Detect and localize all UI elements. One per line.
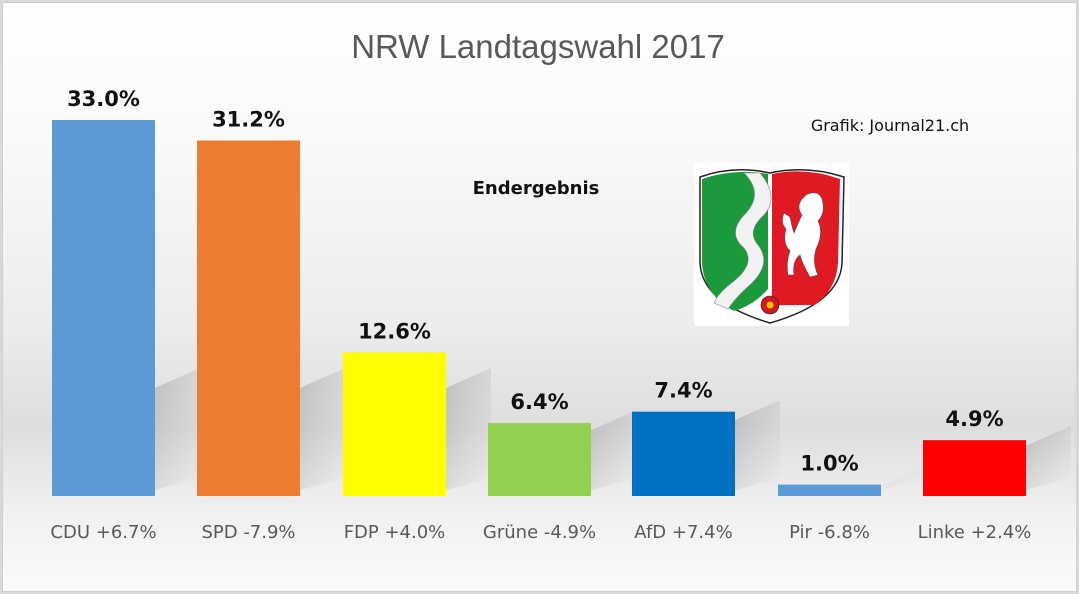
credit-label: Grafik: Journal21.ch: [811, 116, 969, 135]
category-label: FDP +4.0%: [344, 522, 446, 543]
bar-shadow: [446, 368, 491, 490]
value-label: 12.6%: [358, 319, 431, 343]
category-label: Pir -6.8%: [789, 522, 870, 543]
bar-shadow: [881, 465, 926, 490]
bar-shadow: [300, 368, 345, 490]
value-label: 4.9%: [945, 407, 1003, 431]
value-label: 33.0%: [67, 87, 140, 111]
subtitle-endergebnis: Endergebnis: [473, 178, 600, 199]
bar-spd: [197, 140, 300, 496]
category-label: Linke +2.4%: [918, 522, 1032, 543]
value-label: 6.4%: [510, 390, 568, 414]
bar-gruene: [488, 423, 591, 496]
bar-shadows: [155, 368, 1071, 490]
bar-pir: [778, 484, 881, 496]
bar-shadow: [1026, 425, 1071, 490]
bar-fdp: [343, 352, 446, 496]
value-label: 7.4%: [654, 379, 712, 403]
bar-shadow: [155, 368, 200, 490]
value-label: 1.0%: [800, 452, 858, 476]
category-label: Grüne -4.9%: [483, 522, 596, 543]
bars-group: [52, 120, 1026, 496]
category-label: CDU +6.7%: [50, 522, 156, 543]
category-label: AfD +7.4%: [634, 522, 732, 543]
category-labels-group: CDU +6.7% SPD -7.9% FDP +4.0% Grüne -4.9% Af…: [50, 522, 1031, 543]
bar-linke: [923, 440, 1026, 496]
nrw-coat-of-arms-icon: [694, 163, 849, 326]
bar-shadow: [591, 410, 636, 490]
value-label: 31.2%: [212, 108, 285, 132]
category-label: SPD -7.9%: [201, 522, 295, 543]
chart-title: NRW Landtagswahl 2017: [351, 28, 725, 65]
bar-afd: [632, 411, 735, 496]
bar-cdu: [52, 120, 155, 496]
bar-shadow: [735, 400, 780, 490]
value-labels-group: 33.0% 31.2% 12.6% 6.4% 7.4% 1.0% 4.9%: [67, 87, 1004, 476]
